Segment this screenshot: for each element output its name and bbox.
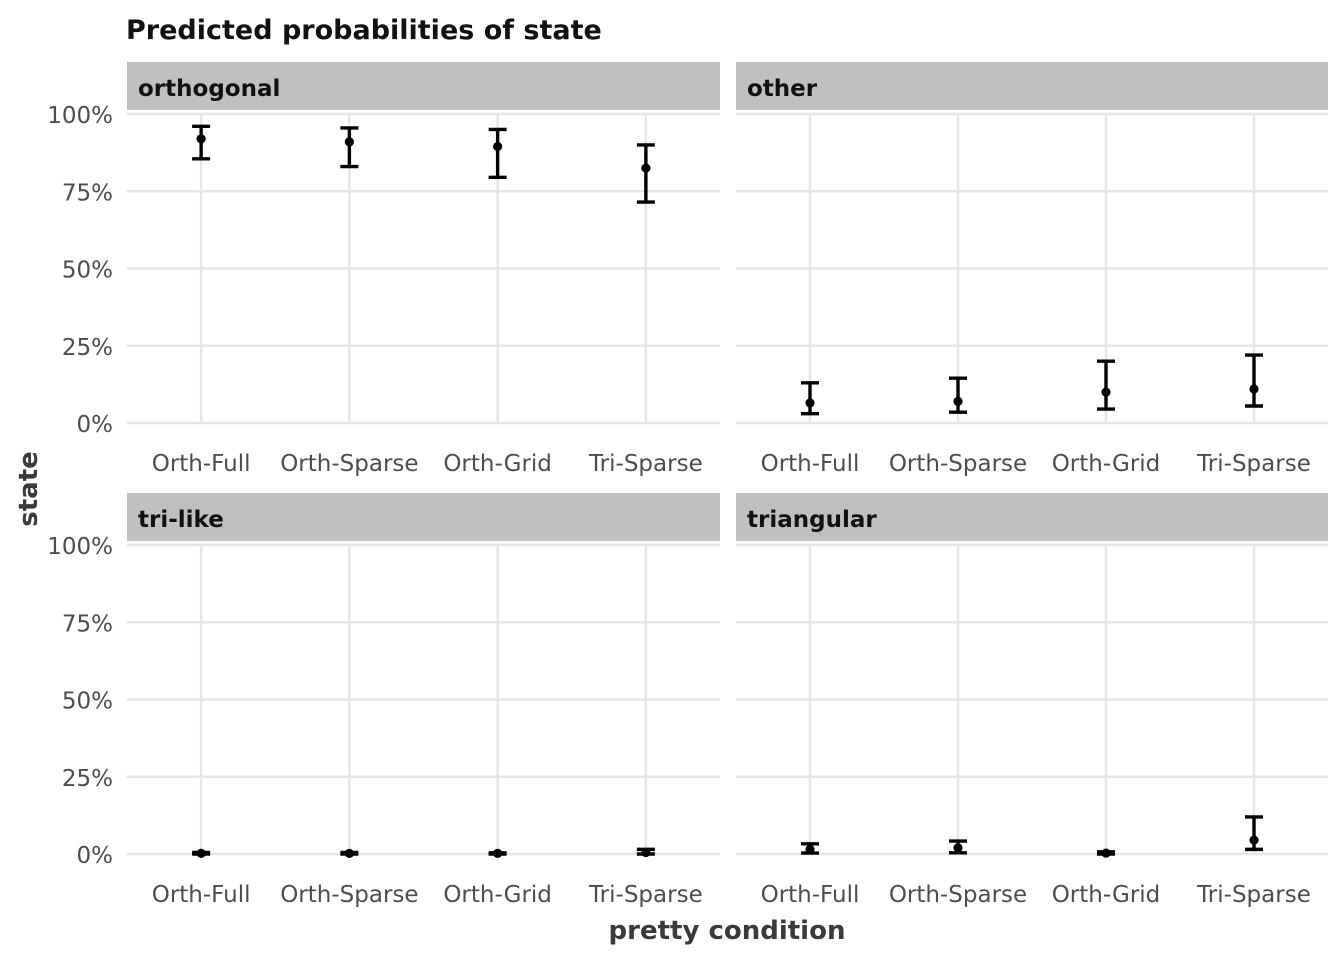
x-tick-label: Orth-Full xyxy=(761,451,860,477)
data-point-orth-full xyxy=(805,398,815,408)
y-tick-label: 0% xyxy=(77,843,114,869)
data-point-orth-full xyxy=(196,134,206,144)
data-point-orth-full xyxy=(196,848,206,858)
x-tick-label: Orth-Sparse xyxy=(889,451,1027,477)
y-axis-title: state xyxy=(14,451,44,527)
data-point-orth-sparse xyxy=(953,843,963,853)
x-tick-label: Orth-Grid xyxy=(443,882,552,908)
data-point-tri-sparse xyxy=(641,847,651,858)
facet-tri-like: tri-like 0% 25% 50% 75% 100% Orth-Full Orth-Spa… xyxy=(47,493,720,908)
x-tick-label: Tri-Sparse xyxy=(1196,451,1311,477)
error-bar-orth-sparse xyxy=(340,126,359,169)
x-tick-label: Orth-Grid xyxy=(443,451,552,477)
x-tick-label: Orth-Sparse xyxy=(280,451,418,477)
facet-other: other Orth-Full Orth-Sparse Orth-Grid Tri-Sp… xyxy=(736,62,1328,477)
x-tick-label: Orth-Sparse xyxy=(280,882,418,908)
facet-triangular: triangular Orth-Full Orth-Sparse Orth-Grid T… xyxy=(736,493,1328,908)
x-tick-label: Orth-Grid xyxy=(1052,451,1161,477)
data-point-orth-full xyxy=(805,844,815,854)
y-tick-label: 100% xyxy=(47,534,113,560)
data-point-orth-grid xyxy=(1101,387,1111,397)
x-axis-title: pretty condition xyxy=(609,916,846,946)
y-tick-label: 100% xyxy=(47,103,113,129)
data-point-orth-grid xyxy=(1101,848,1111,858)
error-bar-orth-grid xyxy=(488,127,507,180)
data-point-orth-grid xyxy=(493,848,503,858)
x-tick-label: Orth-Full xyxy=(761,882,860,908)
facet-strip xyxy=(736,62,1328,110)
facet-orthogonal: orthogonal 0% 25% 50% 75% 100% Orth-Full Orth-S… xyxy=(47,62,720,477)
facet-strip-label: tri-like xyxy=(138,507,224,533)
y-tick-label: 0% xyxy=(77,412,114,438)
x-tick-label: Orth-Sparse xyxy=(889,882,1027,908)
x-tick-label: Tri-Sparse xyxy=(1196,882,1311,908)
facet-strip xyxy=(127,493,720,541)
error-bar-tri-sparse xyxy=(1245,353,1263,408)
error-bar-tri-sparse xyxy=(636,143,655,204)
x-tick-label: Orth-Full xyxy=(152,882,251,908)
facet-strip-label: triangular xyxy=(747,507,877,533)
x-tick-label: Orth-Full xyxy=(152,451,251,477)
facet-strip-label: other xyxy=(747,76,818,102)
y-tick-label: 75% xyxy=(62,180,113,206)
facet-strip-label: orthogonal xyxy=(138,76,280,102)
data-point-tri-sparse xyxy=(641,163,651,173)
error-bar-orth-grid xyxy=(1097,359,1115,411)
facet-strip xyxy=(736,493,1328,541)
data-point-tri-sparse xyxy=(1249,384,1259,394)
data-point-orth-sparse xyxy=(344,848,354,858)
x-tick-label: Orth-Grid xyxy=(1052,882,1161,908)
y-tick-label: 50% xyxy=(62,258,113,284)
data-point-tri-sparse xyxy=(1249,835,1259,845)
y-tick-label: 25% xyxy=(62,335,113,361)
x-tick-label: Tri-Sparse xyxy=(588,882,703,908)
error-bar-orth-sparse xyxy=(949,376,967,414)
facet-strip xyxy=(127,62,720,110)
data-point-orth-grid xyxy=(493,141,503,152)
facet-panels: orthogonal 0% 25% 50% 75% 100% Orth-Full Orth-S… xyxy=(47,62,1328,908)
y-tick-label: 50% xyxy=(62,689,113,715)
y-tick-label: 75% xyxy=(62,611,113,637)
chart-title: Predicted probabilities of state xyxy=(126,15,602,46)
y-tick-label: 25% xyxy=(62,766,113,792)
data-point-orth-sparse xyxy=(344,137,354,147)
x-tick-label: Tri-Sparse xyxy=(588,451,703,477)
data-point-orth-sparse xyxy=(953,396,963,406)
error-bar-orth-full xyxy=(801,381,819,416)
